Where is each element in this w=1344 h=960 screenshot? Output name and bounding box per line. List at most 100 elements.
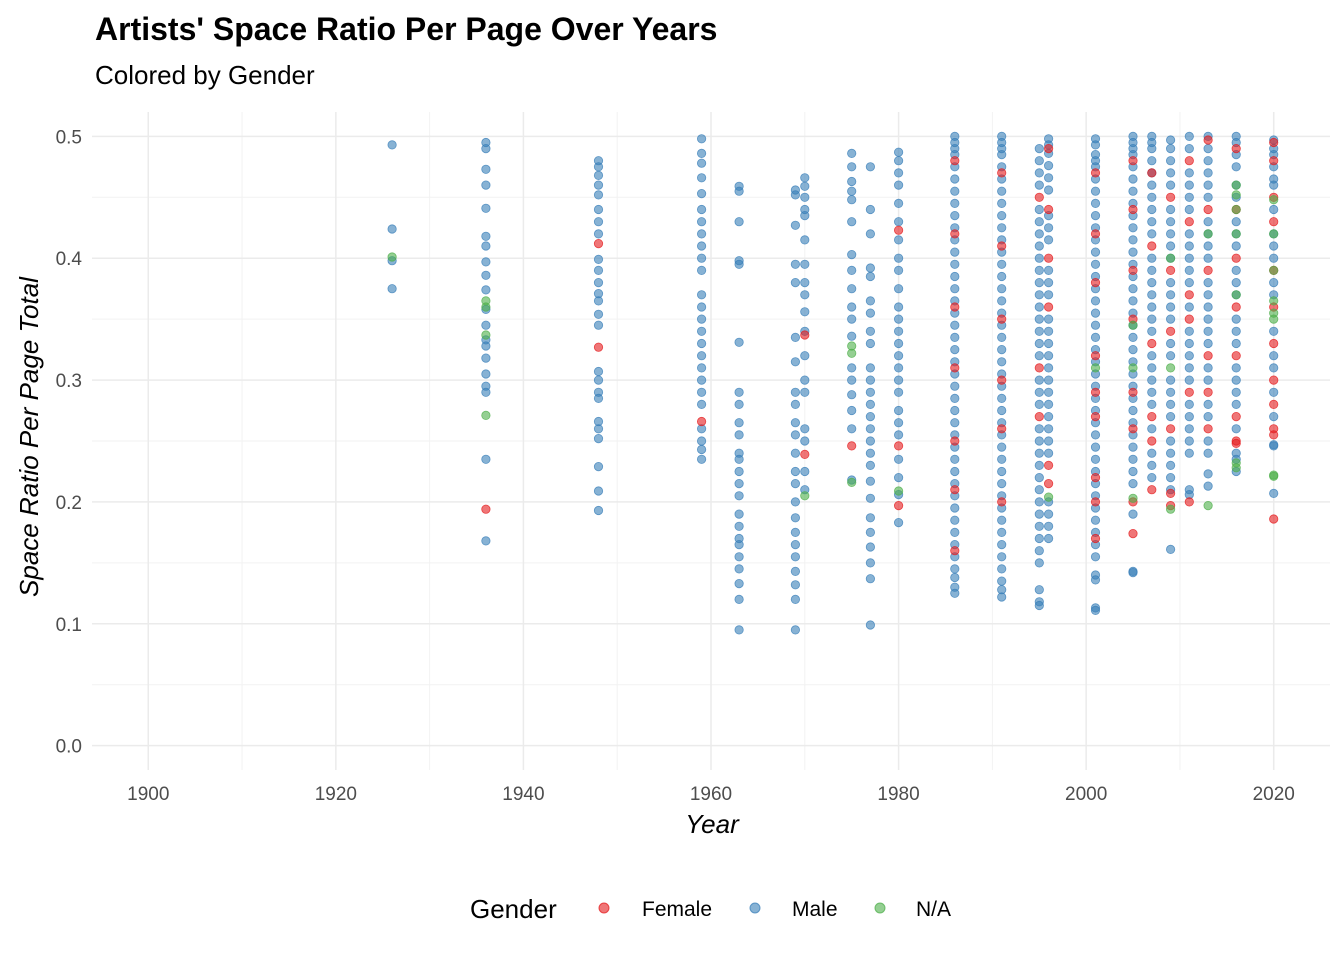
point-male — [481, 164, 491, 174]
point-male — [800, 436, 810, 446]
point-male — [1203, 217, 1213, 227]
point-male — [800, 211, 810, 221]
point-male — [893, 472, 904, 483]
point-male — [1044, 326, 1054, 336]
point-male — [1090, 430, 1101, 440]
point-na — [1231, 190, 1241, 200]
point-male — [800, 290, 810, 300]
legend-key-female — [598, 902, 610, 914]
point-male — [893, 454, 904, 464]
y-tick-label: 0.5 — [56, 127, 82, 148]
point-male — [1147, 387, 1157, 397]
point-na — [1090, 363, 1101, 373]
point-male — [865, 493, 876, 503]
point-female — [893, 225, 904, 235]
point-male — [997, 405, 1007, 416]
point-na — [1166, 253, 1176, 263]
point-male — [1203, 481, 1213, 491]
point-male — [950, 588, 960, 598]
point-female — [1147, 241, 1157, 251]
point-male — [893, 156, 904, 166]
point-male — [1184, 131, 1194, 141]
point-male — [950, 211, 960, 221]
point-male — [1269, 411, 1279, 422]
point-female — [1044, 144, 1054, 154]
point-male — [950, 284, 960, 294]
point-male — [1044, 265, 1054, 275]
point-male — [1166, 241, 1176, 251]
point-male — [1231, 363, 1241, 373]
point-male — [734, 539, 744, 550]
point-male — [1203, 168, 1213, 178]
point-male — [893, 375, 904, 385]
point-female — [997, 424, 1007, 434]
point-male — [1269, 488, 1279, 498]
point-male — [847, 217, 857, 227]
point-male — [1203, 156, 1213, 166]
point-male — [1147, 424, 1157, 434]
point-female — [1044, 302, 1054, 312]
point-female — [481, 504, 491, 514]
point-male — [800, 307, 810, 317]
point-male — [1044, 338, 1054, 349]
point-female — [893, 500, 904, 511]
point-male — [790, 259, 801, 269]
point-male — [1203, 290, 1213, 300]
point-male — [1231, 217, 1241, 227]
point-male — [1269, 387, 1279, 397]
point-male — [997, 223, 1007, 233]
point-male — [1147, 265, 1157, 275]
point-male — [865, 326, 876, 336]
point-male — [593, 393, 604, 403]
point-male — [1090, 575, 1101, 585]
point-male — [1128, 296, 1138, 306]
point-male — [1166, 277, 1176, 288]
point-female — [997, 241, 1007, 251]
point-male — [893, 418, 904, 428]
point-male — [865, 375, 876, 385]
point-female — [950, 436, 960, 446]
point-female — [1090, 533, 1101, 544]
point-male — [950, 454, 960, 464]
point-male — [1147, 180, 1157, 190]
point-male — [1034, 472, 1044, 483]
point-male — [1203, 399, 1213, 409]
point-male — [1090, 515, 1101, 525]
point-female — [1044, 204, 1054, 215]
point-male — [1128, 405, 1138, 416]
point-male — [1147, 156, 1157, 166]
point-male — [1044, 399, 1054, 409]
point-male — [1034, 241, 1044, 251]
point-male — [1184, 375, 1194, 385]
point-male — [696, 338, 707, 349]
point-na — [1166, 504, 1176, 514]
point-na — [1269, 471, 1279, 481]
x-tick-label: 1940 — [502, 784, 544, 805]
point-female — [997, 497, 1007, 507]
point-male — [1034, 326, 1044, 336]
point-male — [593, 204, 604, 215]
point-male — [1090, 332, 1101, 342]
point-male — [1090, 140, 1101, 150]
point-male — [1034, 302, 1044, 312]
point-male — [997, 271, 1007, 282]
point-na — [1269, 229, 1279, 239]
point-male — [1147, 314, 1157, 324]
point-male — [847, 363, 857, 373]
point-male — [1269, 277, 1279, 288]
point-male — [593, 229, 604, 239]
point-male — [1090, 552, 1101, 562]
point-male — [1166, 217, 1176, 227]
point-male — [1034, 448, 1044, 458]
point-male — [950, 247, 960, 257]
point-male — [1090, 259, 1101, 269]
point-male — [847, 331, 857, 341]
point-male — [696, 173, 707, 183]
legend-key-male — [749, 902, 761, 914]
point-male — [1184, 399, 1194, 409]
point-male — [1166, 144, 1176, 154]
point-male — [734, 186, 744, 196]
point-male — [893, 405, 904, 416]
legend-label-female: Female — [642, 898, 712, 921]
